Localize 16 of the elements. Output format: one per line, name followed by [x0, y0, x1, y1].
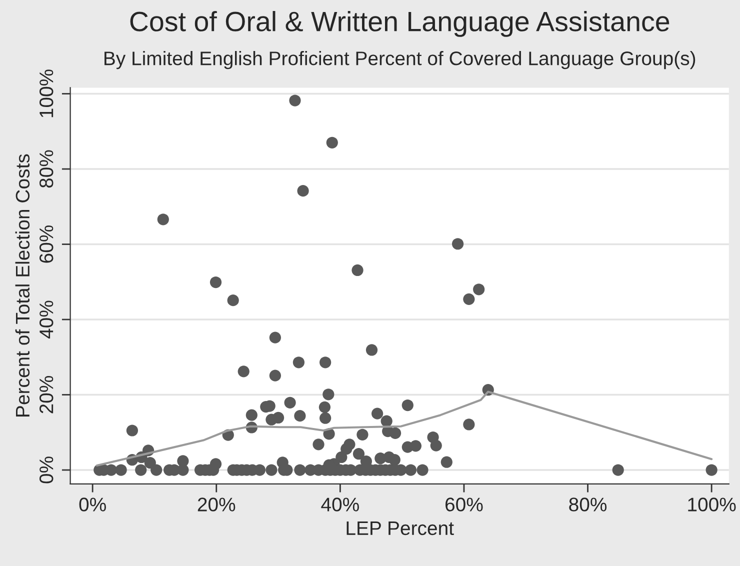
- x-axis-title: LEP Percent: [346, 522, 454, 536]
- x-tick-label: 40%: [321, 498, 359, 512]
- y-tick-label: 100%: [39, 70, 54, 118]
- x-tick-label: 20%: [198, 498, 236, 512]
- chart-subtitle: By Limited English Proficient Percent of Covered Language Group(s): [104, 51, 696, 70]
- y-tick-label: 20%: [39, 376, 54, 414]
- y-tick-label: 0%: [39, 456, 54, 484]
- x-tick-label: 100%: [688, 498, 736, 512]
- y-axis-title: Percent of Total Election Costs: [15, 154, 30, 416]
- y-tick-label: 60%: [39, 225, 54, 263]
- chart-title: Cost of Oral & Written Language Assistance: [130, 11, 670, 37]
- x-tick-label: 0%: [79, 498, 106, 512]
- x-tick-label: 80%: [569, 498, 607, 512]
- x-tick-label: 60%: [446, 498, 483, 512]
- y-tick-label: 40%: [39, 300, 54, 339]
- y-tick-label: 80%: [39, 150, 54, 188]
